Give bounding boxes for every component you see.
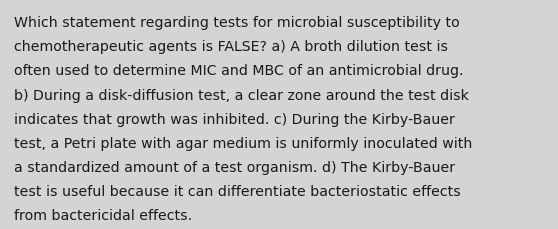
Text: test, a Petri plate with agar medium is uniformly inoculated with: test, a Petri plate with agar medium is …	[14, 136, 472, 150]
Text: a standardized amount of a test organism. d) The Kirby-Bauer: a standardized amount of a test organism…	[14, 160, 455, 174]
Text: often used to determine MIC and MBC of an antimicrobial drug.: often used to determine MIC and MBC of a…	[14, 64, 464, 78]
Text: test is useful because it can differentiate bacteriostatic effects: test is useful because it can differenti…	[14, 184, 461, 198]
Text: chemotherapeutic agents is FALSE? a) A broth dilution test is: chemotherapeutic agents is FALSE? a) A b…	[14, 40, 448, 54]
Text: Which statement regarding tests for microbial susceptibility to: Which statement regarding tests for micr…	[14, 16, 460, 30]
Text: indicates that growth was inhibited. c) During the Kirby-Bauer: indicates that growth was inhibited. c) …	[14, 112, 455, 126]
Text: from bactericidal effects.: from bactericidal effects.	[14, 208, 192, 222]
Text: b) During a disk-diffusion test, a clear zone around the test disk: b) During a disk-diffusion test, a clear…	[14, 88, 469, 102]
